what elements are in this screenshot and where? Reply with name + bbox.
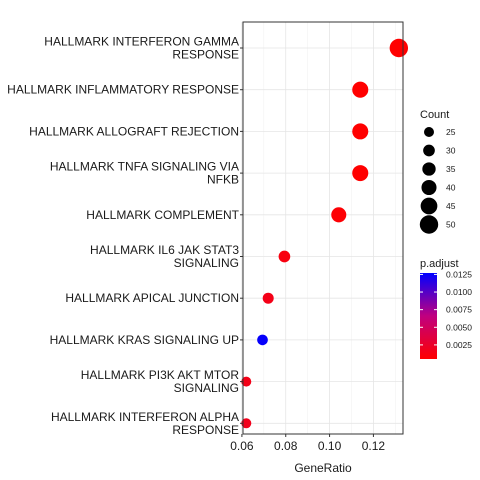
plot-border: [242, 21, 404, 435]
data-point: [352, 81, 369, 98]
p-adjust-legend-label: 0.0075: [446, 305, 472, 315]
y-tick-label: HALLMARK IL6 JAK STAT3 SIGNALING: [90, 243, 239, 270]
data-point: [389, 38, 409, 58]
data-point: [241, 418, 252, 429]
count-legend-key: [424, 127, 434, 137]
p-adjust-legend-label: 0.0125: [446, 269, 472, 279]
x-tick-label: 0.12: [362, 439, 386, 453]
y-tick-label: HALLMARK APICAL JUNCTION: [65, 291, 239, 305]
p-adjust-legend-label: 0.0050: [446, 322, 472, 332]
plot-panel: [243, 22, 403, 434]
y-tick-label: HALLMARK INTERFERON ALPHA RESPONSE: [51, 410, 239, 437]
x-tick-label: 0.10: [318, 439, 342, 453]
count-legend-key: [420, 197, 438, 215]
data-point: [257, 334, 268, 346]
x-tick-label: 0.08: [274, 439, 298, 453]
p-adjust-legend-label: 0.0025: [446, 340, 472, 350]
p-adjust-colorbar: [420, 273, 437, 359]
y-tick-label: HALLMARK TNFA SIGNALING VIA NFKB: [50, 160, 239, 187]
count-legend-key: [422, 162, 436, 176]
data-point: [331, 207, 347, 223]
count-legend-label: 45: [446, 201, 456, 211]
y-axis-tick-labels: HALLMARK INTERFERON GAMMA RESPONSE HALLMAR…: [7, 35, 243, 437]
y-tick-label: HALLMARK INFLAMMATORY RESPONSE: [7, 83, 239, 97]
p-adjust-legend-label: 0.0100: [446, 287, 472, 297]
data-points: [241, 38, 409, 429]
data-point: [241, 376, 252, 387]
y-tick-label: HALLMARK PI3K AKT MTOR SIGNALING: [81, 368, 240, 395]
y-tick-label: HALLMARK ALLOGRAFT REJECTION: [29, 124, 239, 138]
count-legend-label: 50: [446, 220, 456, 230]
count-legend-label: 35: [446, 164, 456, 174]
data-point: [352, 165, 369, 182]
count-legend-label: 30: [446, 146, 456, 156]
count-legend-label: 25: [446, 127, 456, 137]
data-point: [352, 123, 369, 140]
p-adjust-legend-title: p.adjust: [420, 258, 459, 270]
x-axis-tick-labels: 0.06 0.08 0.10 0.12: [230, 434, 385, 453]
grid-lines: [241, 22, 403, 434]
y-tick-label: HALLMARK COMPLEMENT: [86, 208, 239, 222]
count-legend-key: [421, 179, 437, 196]
data-point: [262, 292, 274, 304]
count-legend-key: [423, 144, 435, 157]
data-point: [278, 250, 291, 263]
count-legend-key: [419, 215, 439, 234]
count-legend-label: 40: [446, 183, 456, 193]
count-legend: Count 25 30 35 40 45 50: [419, 109, 456, 234]
y-tick-label: HALLMARK INTERFERON GAMMA RESPONSE: [44, 35, 239, 62]
y-tick-label: HALLMARK KRAS SIGNALING UP: [50, 333, 239, 347]
x-tick-label: 0.06: [230, 439, 254, 453]
p-adjust-legend: p.adjust 0.0125 0.0100 0.0075 0.0050 0.0025: [420, 258, 472, 359]
x-axis-title: GeneRatio: [294, 461, 352, 475]
count-legend-title: Count: [420, 109, 449, 121]
